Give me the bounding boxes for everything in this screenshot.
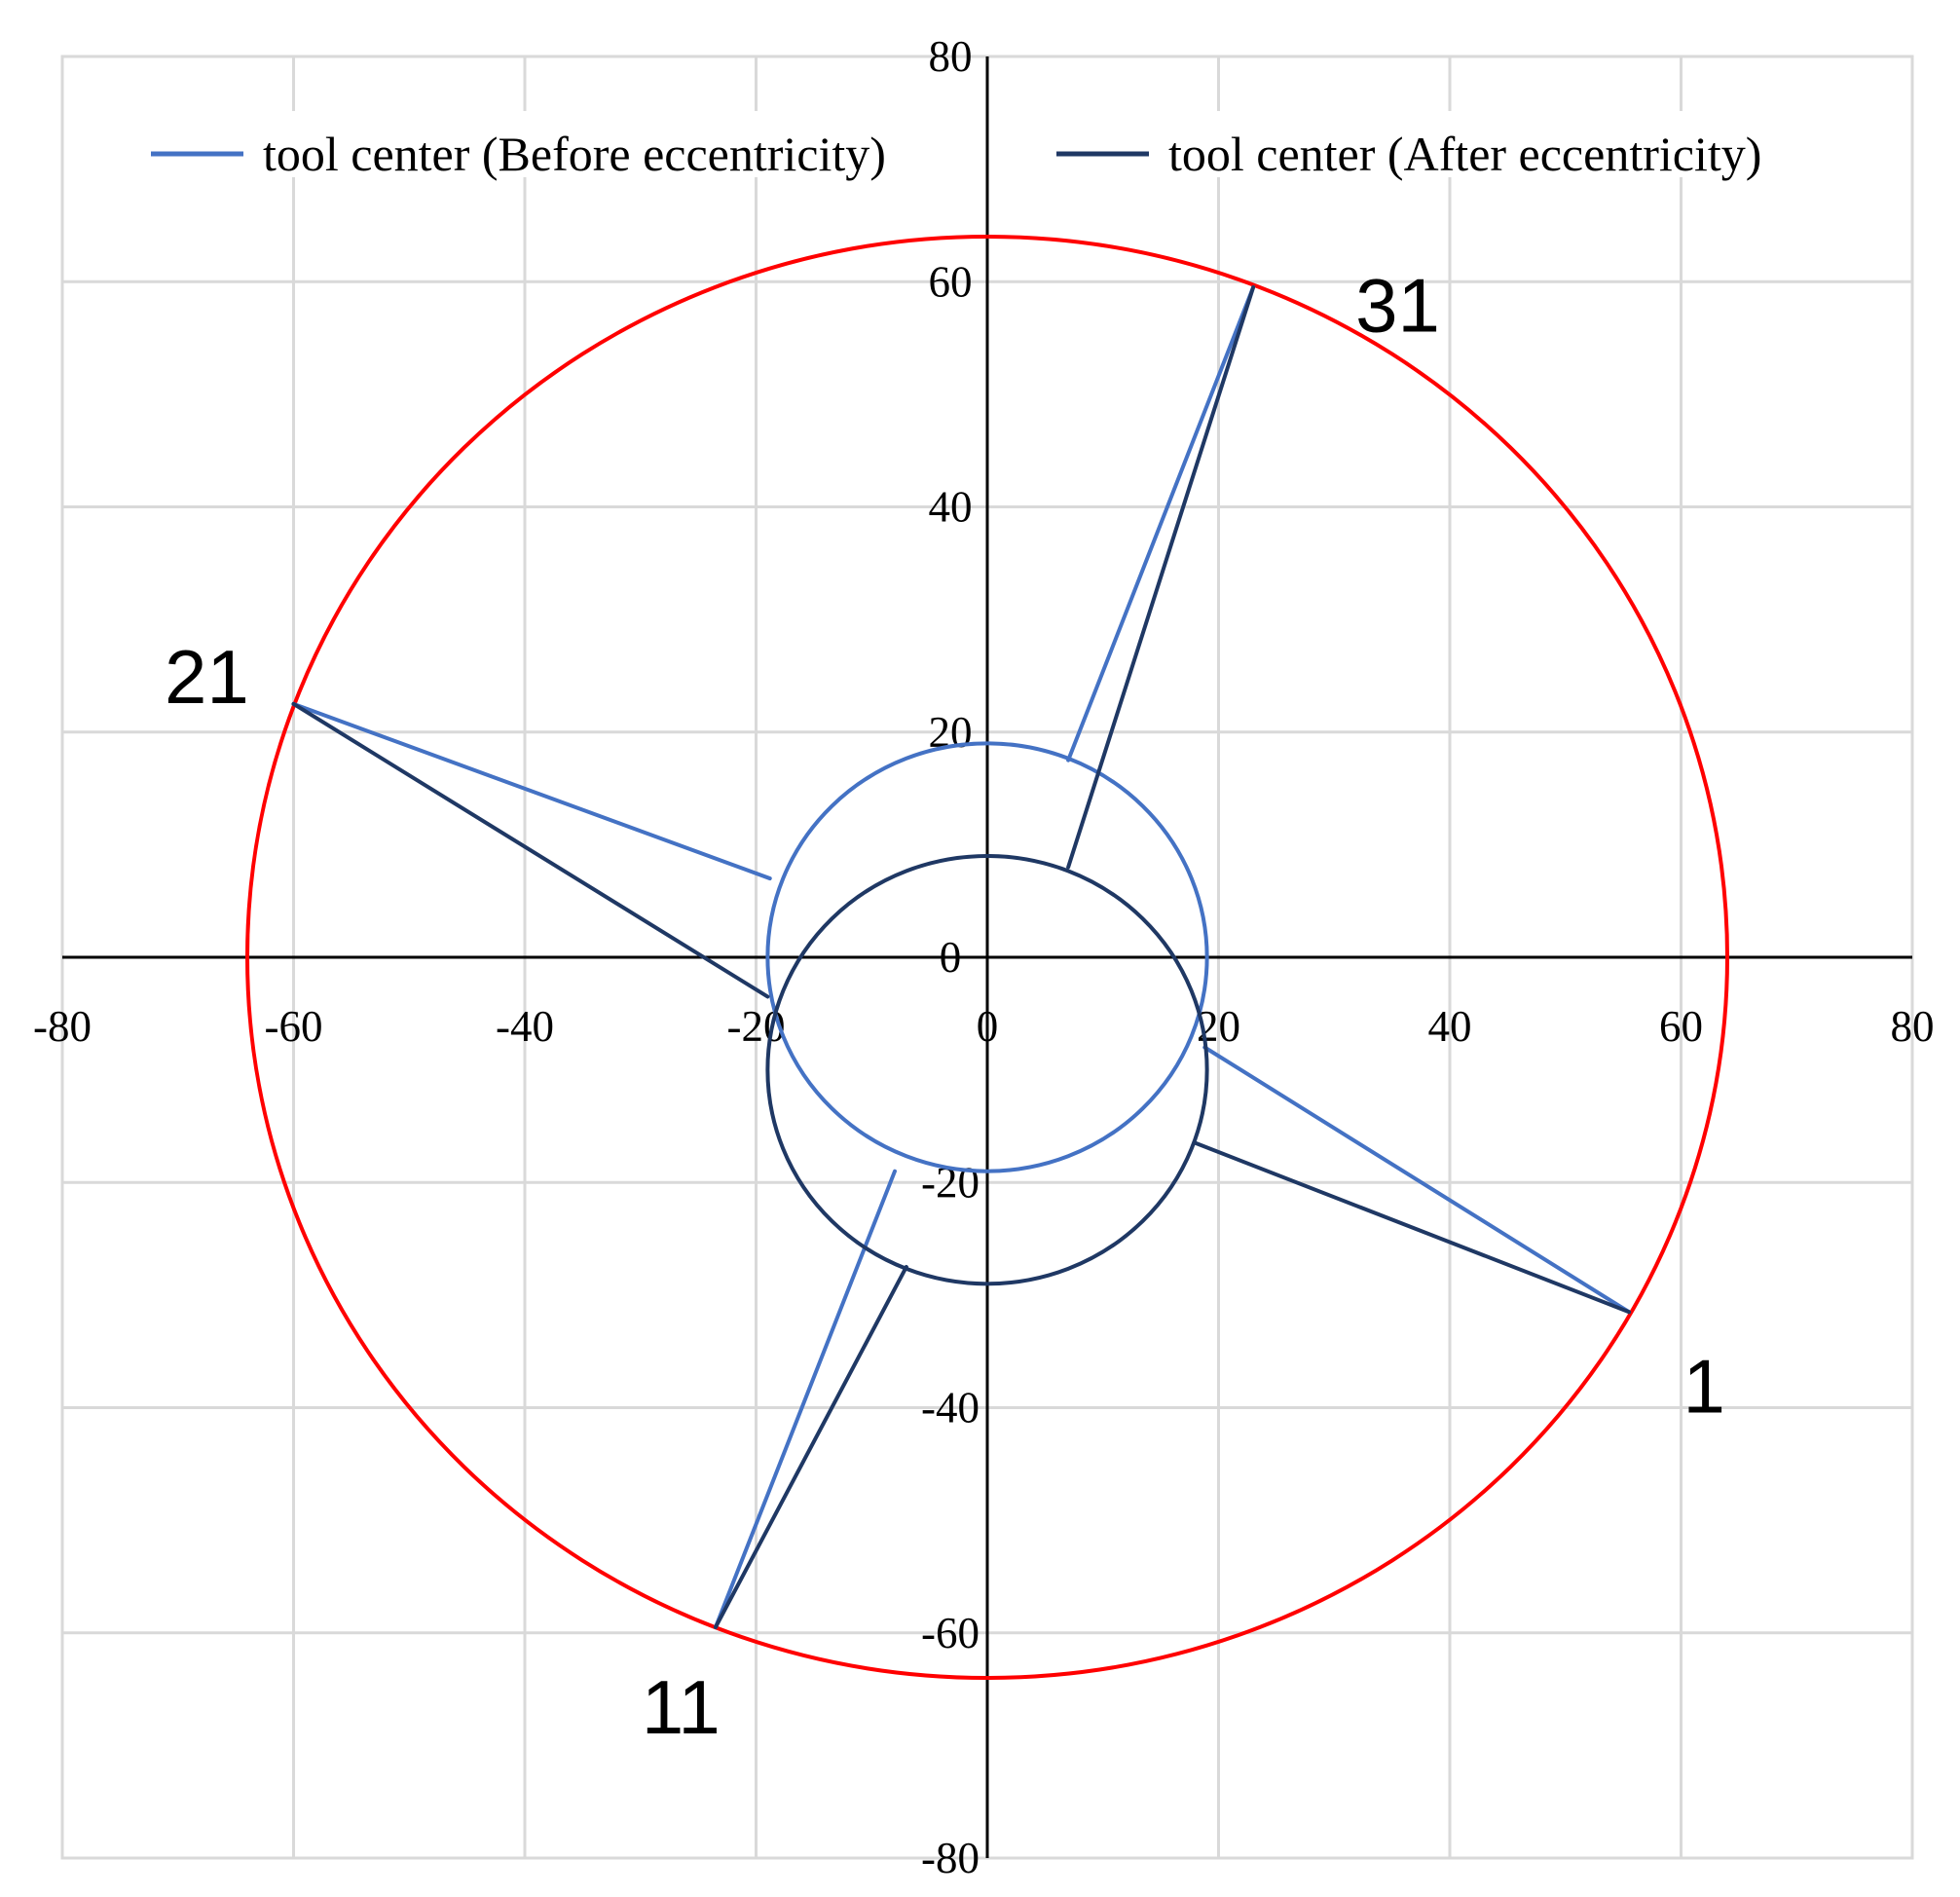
after-series-spoke <box>713 1264 908 1629</box>
y-tick-label: 80 <box>929 32 973 81</box>
y-tick-label: -80 <box>921 1834 980 1882</box>
after-series-circle <box>765 853 1209 1286</box>
x-tick-label: -80 <box>33 1002 92 1051</box>
x-tick-label: 0 <box>977 1002 999 1051</box>
after-series-spoke <box>1193 1140 1632 1315</box>
point-label: 21 <box>165 634 249 720</box>
x-tick-label: 60 <box>1659 1002 1703 1051</box>
x-tick-label: -40 <box>496 1002 554 1051</box>
legend-entry: tool center (After eccentricity) <box>1051 111 1868 181</box>
y-tick-label: 60 <box>929 257 973 306</box>
outer-circle-series <box>245 235 1729 1680</box>
point-label: 1 <box>1683 1343 1725 1429</box>
legend: tool center (Before eccentricity) tool ce… <box>145 111 1868 181</box>
after-series <box>291 285 1632 1629</box>
series-layer <box>245 235 1729 1680</box>
before-series-spoke <box>1202 1045 1632 1315</box>
axes <box>62 56 1912 1858</box>
after-series-spoke <box>1066 285 1256 870</box>
legend-entry-background <box>1051 111 1868 177</box>
y-tick-label: 40 <box>929 483 973 532</box>
legend-label: tool center (After eccentricity) <box>1168 127 1761 181</box>
x-tick-label: 40 <box>1428 1002 1472 1051</box>
x-tick-label: -60 <box>265 1002 323 1051</box>
point-label: 11 <box>642 1664 721 1750</box>
legend-entry-background <box>145 111 963 177</box>
before-series-spoke <box>291 701 772 881</box>
y-tick-label: -40 <box>921 1384 980 1432</box>
before-series-circle <box>765 741 1209 1173</box>
y-tick-label: 0 <box>940 933 962 982</box>
y-tick-label: -60 <box>921 1609 980 1657</box>
point-label: 31 <box>1355 262 1440 348</box>
outer-circle-series-circle <box>245 235 1729 1680</box>
x-tick-label: 80 <box>1891 1002 1935 1051</box>
before-series-spoke <box>1066 285 1256 763</box>
after-series-spoke <box>291 701 770 999</box>
legend-label: tool center (Before eccentricity) <box>263 127 886 181</box>
before-series <box>291 285 1632 1629</box>
legend-entry: tool center (Before eccentricity) <box>145 111 963 181</box>
